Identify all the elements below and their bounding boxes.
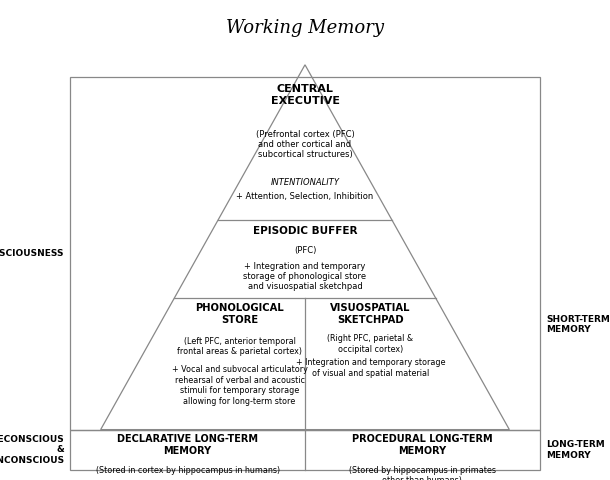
Text: (Stored in cortex by hippocampus in humans): (Stored in cortex by hippocampus in huma…: [96, 466, 279, 475]
Text: PHONOLOGICAL
STORE: PHONOLOGICAL STORE: [195, 303, 284, 324]
Text: EPISODIC BUFFER: EPISODIC BUFFER: [253, 226, 357, 236]
Text: + Vocal and subvocal articulatory
rehearsal of verbal and acoustic
stimuli for t: + Vocal and subvocal articulatory rehear…: [171, 365, 307, 406]
Text: (Prefrontal cortex (PFC)
and other cortical and
subcortical structures): (Prefrontal cortex (PFC) and other corti…: [256, 130, 354, 159]
Text: CENTRAL
EXECUTIVE: CENTRAL EXECUTIVE: [270, 84, 340, 106]
Text: + Attention, Selection, Inhibition: + Attention, Selection, Inhibition: [237, 192, 373, 201]
Text: + Integration and temporary storage
of visual and spatial material: + Integration and temporary storage of v…: [296, 358, 445, 378]
Text: VISUOSPATIAL
SKETCHPAD: VISUOSPATIAL SKETCHPAD: [330, 303, 411, 324]
Text: SHORT-TERM
MEMORY: SHORT-TERM MEMORY: [546, 315, 610, 335]
Text: + Integration and temporary
storage of phonological store
and visuospatial sketc: + Integration and temporary storage of p…: [243, 262, 367, 291]
Text: CONSCIOUSNESS: CONSCIOUSNESS: [0, 249, 64, 258]
Text: INTENTIONALITY: INTENTIONALITY: [270, 178, 340, 187]
Text: (PFC): (PFC): [294, 246, 316, 255]
Text: (Stored by hippocampus in primates
other than humans): (Stored by hippocampus in primates other…: [349, 466, 496, 480]
Text: Working Memory: Working Memory: [226, 19, 384, 37]
Text: (Right PFC, parietal &
occipital cortex): (Right PFC, parietal & occipital cortex): [328, 334, 414, 354]
Text: PROCEDURAL LONG-TERM
MEMORY: PROCEDURAL LONG-TERM MEMORY: [352, 434, 493, 456]
Text: LONG-TERM
MEMORY: LONG-TERM MEMORY: [546, 440, 605, 460]
Text: DECLARATIVE LONG-TERM
MEMORY: DECLARATIVE LONG-TERM MEMORY: [117, 434, 258, 456]
Text: (Left PFC, anterior temporal
frontal areas & parietal cortex): (Left PFC, anterior temporal frontal are…: [177, 336, 302, 356]
Text: PRECONSCIOUS
&
UNCONSCIOUS: PRECONSCIOUS & UNCONSCIOUS: [0, 435, 64, 465]
